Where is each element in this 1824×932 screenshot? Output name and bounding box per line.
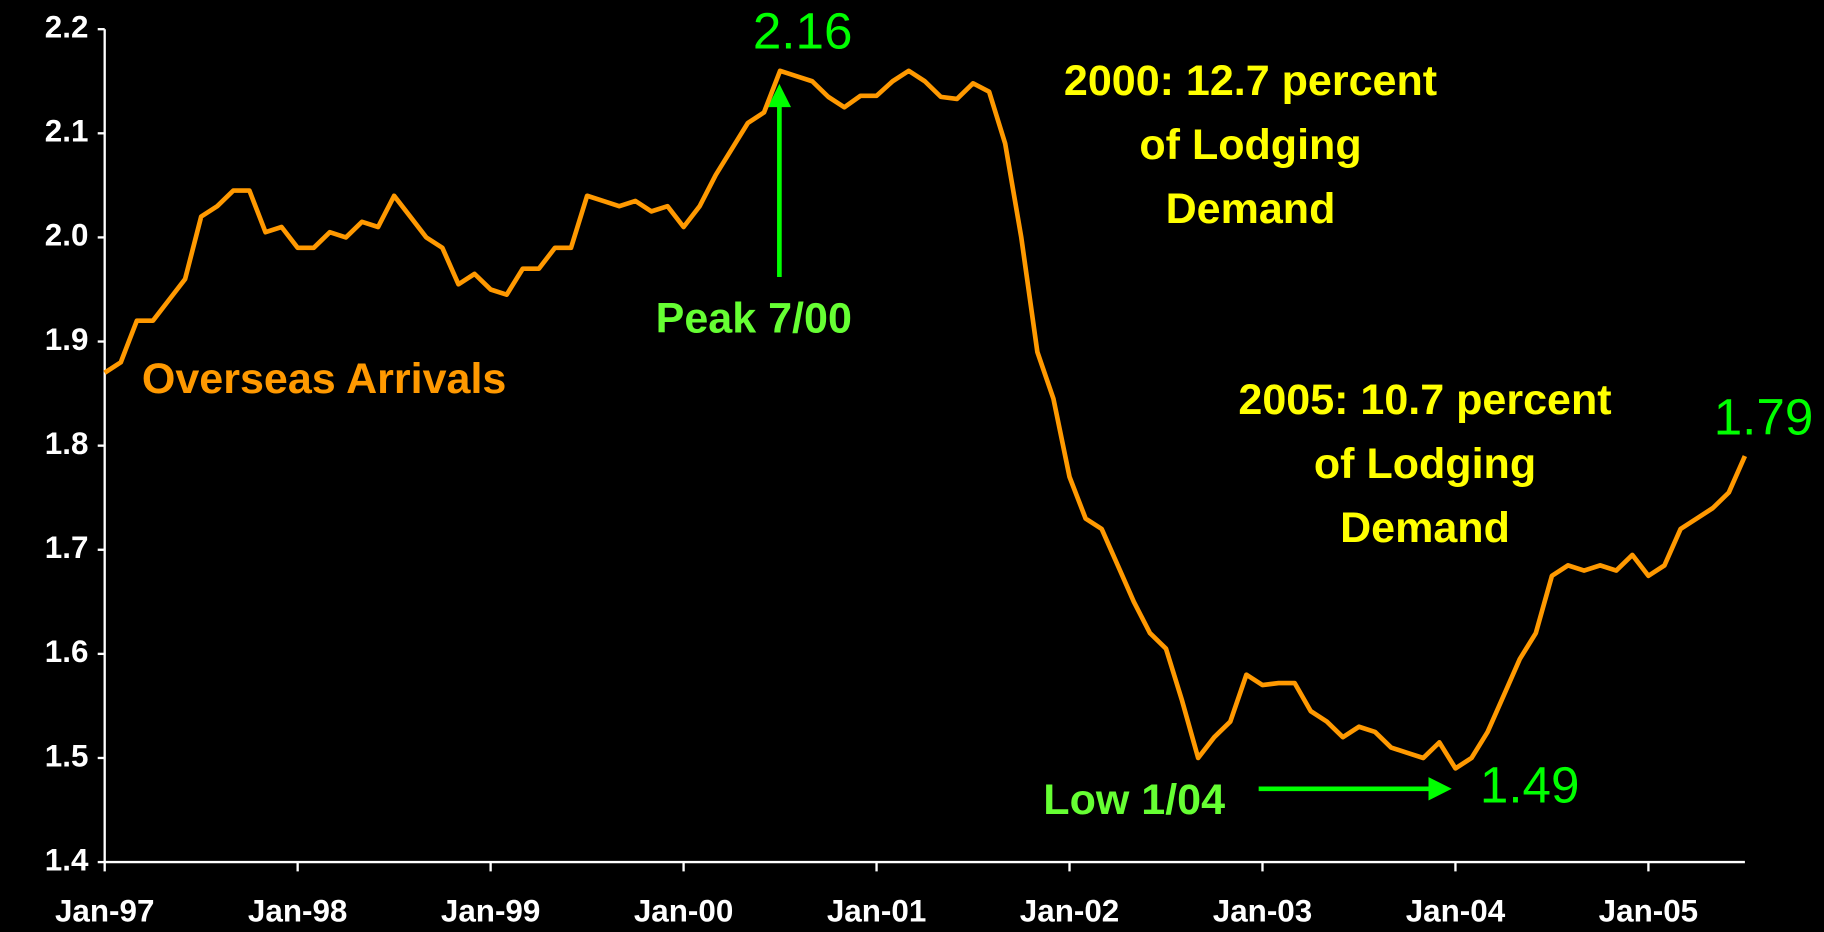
annotation: Low 1/04 [1043,776,1225,824]
annotation: 2005: 10.7 percent [1238,376,1611,424]
annotation: of Lodging [1314,440,1536,488]
y-tick-label: 1.9 [45,322,89,357]
x-tick-label: Jan-01 [827,894,926,929]
value-label: 1.79 [1714,389,1814,446]
y-tick-label: 1.7 [45,530,89,565]
x-tick-label: Jan-04 [1406,894,1506,929]
series-line [103,68,1748,771]
annotation: of Lodging [1139,121,1361,169]
peak-arrow-head [767,83,792,108]
x-tick-label: Jan-98 [248,894,347,929]
y-tick-label: 1.4 [45,842,89,877]
x-tick-label: Jan-05 [1599,894,1698,929]
x-tick-label: Jan-99 [441,894,540,929]
y-tick-label: 1.6 [45,634,89,669]
annotation: Demand [1340,504,1510,552]
y-tick-label: 1.5 [45,738,89,773]
x-tick-label: Jan-00 [634,894,733,929]
value-label: 1.49 [1480,756,1580,813]
y-tick-label: 2.2 [45,9,89,44]
annotation: Peak 7/00 [656,295,852,343]
x-tick-label: Jan-03 [1213,894,1312,929]
annotation: Demand [1166,185,1336,233]
low-arrow-head [1428,777,1452,801]
value-label: 2.16 [753,3,853,60]
annotation: 2000: 12.7 percent [1064,57,1437,105]
x-tick-label: Jan-02 [1020,894,1119,929]
series-label: Overseas Arrivals [142,355,506,403]
y-tick-label: 2.0 [45,218,89,253]
y-tick-label: 1.8 [45,426,89,461]
x-tick-label: Jan-97 [55,894,154,929]
y-tick-label: 2.1 [45,114,89,149]
